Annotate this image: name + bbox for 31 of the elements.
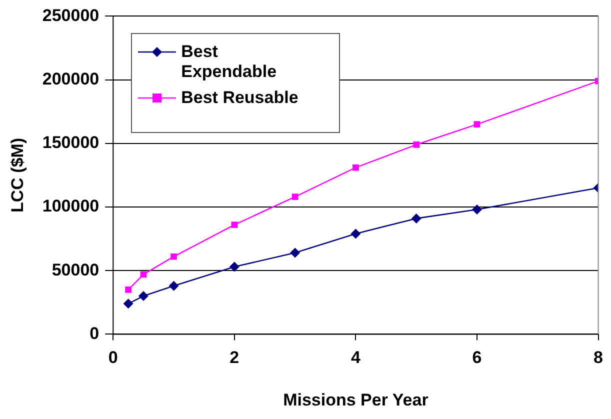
legend-label: Best Expendable bbox=[181, 42, 278, 82]
point bbox=[231, 222, 238, 228]
y-tick-label: 50000 bbox=[52, 260, 100, 280]
point bbox=[352, 164, 359, 171]
point bbox=[229, 262, 240, 272]
x-axis-title: Missions Per Year bbox=[283, 390, 429, 410]
point bbox=[123, 298, 134, 309]
x-tick-label: 0 bbox=[108, 348, 118, 368]
point bbox=[292, 194, 298, 200]
y-tick-label: 150000 bbox=[42, 133, 100, 152]
point bbox=[411, 213, 422, 224]
point bbox=[472, 204, 482, 215]
legend-label: Best Reusable bbox=[181, 88, 298, 108]
x-tick-label: 8 bbox=[594, 348, 604, 368]
y-tick-label: 200000 bbox=[42, 69, 100, 88]
y-tick-label: 100000 bbox=[42, 196, 100, 216]
point bbox=[350, 228, 361, 239]
point bbox=[474, 121, 480, 128]
x-tick-label: 2 bbox=[230, 348, 240, 368]
point bbox=[125, 286, 132, 293]
point bbox=[170, 253, 177, 260]
point bbox=[290, 248, 300, 258]
x-tick-label: 4 bbox=[350, 348, 361, 368]
y-axis-title: LCC ($M) bbox=[8, 138, 27, 213]
point bbox=[168, 280, 179, 291]
x-tick-label: 6 bbox=[472, 348, 482, 368]
point bbox=[413, 141, 420, 148]
y-tick-label: 0 bbox=[90, 324, 100, 343]
point bbox=[140, 271, 147, 278]
point bbox=[138, 291, 148, 302]
y-tick-label: 250000 bbox=[42, 6, 100, 25]
